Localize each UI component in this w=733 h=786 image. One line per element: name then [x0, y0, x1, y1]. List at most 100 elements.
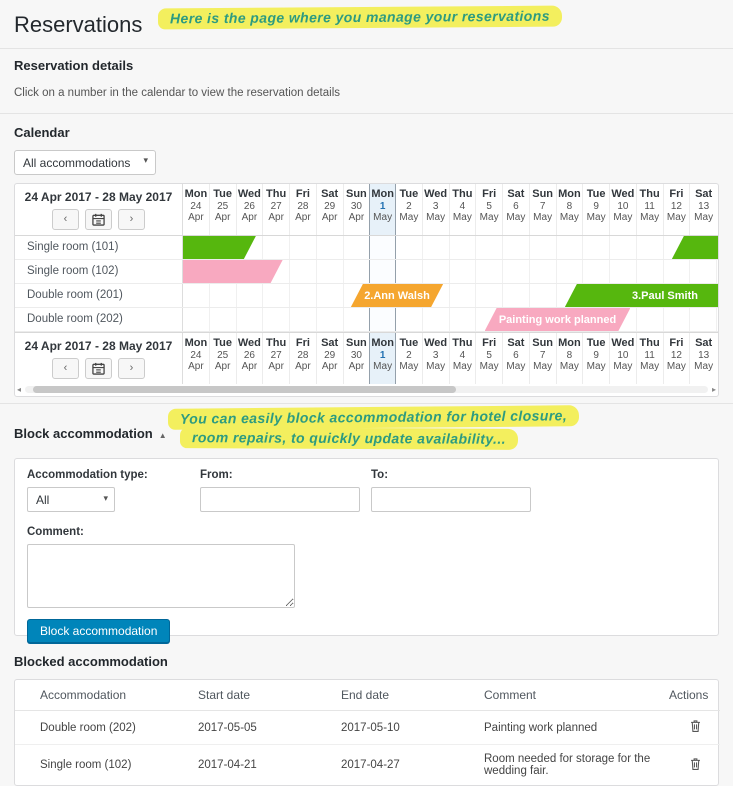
day-dow: Thu [452, 337, 473, 349]
prev-period-button[interactable]: ‹ [52, 209, 79, 230]
table-cell: 2017-05-10 [341, 710, 484, 745]
booking-bar[interactable] [183, 236, 256, 259]
day-header-cell: Tue 2 May [396, 184, 423, 235]
day-mon: May [559, 361, 579, 373]
day-mon: Apr [321, 212, 338, 224]
calendar-picker-button[interactable] [85, 358, 112, 379]
delete-blocked-button[interactable] [689, 757, 702, 771]
day-num: 11 [644, 349, 655, 361]
calendar-nav-bottom: ‹ › [15, 358, 182, 379]
day-dow: Wed [611, 337, 635, 349]
accommodation-filter-wrap: All accommodations [14, 150, 156, 175]
day-header-cell: Sun 30 Apr [344, 333, 371, 384]
day-dow: Sat [695, 337, 713, 349]
comment-textarea[interactable] [27, 544, 295, 608]
day-cell [690, 308, 717, 331]
reservation-bar[interactable]: 3.Paul Smith [564, 284, 718, 307]
day-dow: Sat [321, 337, 339, 349]
day-num: 5 [486, 200, 492, 212]
horizontal-scrollbar[interactable]: ◂ ▸ [17, 385, 716, 394]
calendar-box: 24 Apr 2017 - 28 May 2017 ‹ › Mon 24 Apr Tu… [14, 183, 719, 397]
calendar-header-row: 24 Apr 2017 - 28 May 2017 ‹ › Mon 24 Apr Tu… [15, 184, 718, 236]
day-num: 10 [617, 349, 629, 361]
day-header-cell: Mon 1 May [369, 184, 396, 235]
day-mon: May [613, 212, 633, 224]
day-mon: May [506, 361, 526, 373]
day-dow: Fri [482, 337, 497, 349]
accommodation-filter-select[interactable]: All accommodations [14, 150, 156, 175]
day-header-cell: Sat 13 May [690, 184, 717, 235]
day-cell [423, 260, 450, 283]
table-actions-cell [669, 710, 720, 745]
calendar-range-label-bottom: 24 Apr 2017 - 28 May 2017 [24, 339, 173, 353]
calendar-picker-button[interactable] [85, 209, 112, 230]
day-num: 6 [513, 200, 519, 212]
day-num: 13 [698, 200, 710, 212]
blocked-accommodation-heading: Blocked accommodation [14, 654, 168, 669]
day-cell [557, 236, 584, 259]
page-header: Reservations Here is the page where you … [0, 0, 733, 48]
day-cell [290, 284, 317, 307]
divider [0, 403, 733, 404]
scrollbar-thumb[interactable] [33, 386, 457, 393]
booking-bar[interactable] [183, 260, 283, 283]
day-mon: May [452, 212, 472, 224]
from-date-input[interactable] [200, 487, 360, 512]
calendar-icon [92, 362, 105, 375]
day-dow: Tue [399, 188, 419, 200]
calendar-rooms: Single room (101) Single room (102) Double… [15, 236, 718, 332]
room-label: Single room (102) [15, 260, 183, 283]
day-dow: Sun [345, 337, 367, 349]
day-num: 25 [217, 200, 229, 212]
room-label: Single room (101) [15, 236, 183, 259]
day-mon: May [640, 361, 660, 373]
reservation-bar[interactable]: 2.Ann Walsh [351, 284, 443, 307]
scrollbar-track[interactable] [25, 386, 708, 393]
day-dow: Mon [371, 188, 394, 200]
block-accommodation-button[interactable]: Block accommodation [27, 619, 171, 643]
prev-period-button[interactable]: ‹ [52, 358, 79, 379]
day-cell [503, 236, 530, 259]
next-period-button[interactable]: › [118, 358, 145, 379]
accommodation-type-select[interactable]: All [27, 487, 115, 512]
day-header-cell: Fri 5 May [476, 184, 503, 235]
day-mon: May [666, 212, 686, 224]
scroll-left-icon[interactable]: ◂ [17, 385, 22, 394]
annotation-block-line1: You can easily block accommodation for h… [167, 405, 580, 430]
day-cell [637, 308, 664, 331]
day-num: 10 [617, 200, 629, 212]
delete-blocked-button[interactable] [689, 719, 702, 733]
day-header-cell: Tue 2 May [396, 333, 423, 384]
day-dow: Mon [558, 188, 581, 200]
booking-bar[interactable] [671, 236, 718, 259]
day-dow: Sat [507, 337, 525, 349]
calendar-range-panel-bottom: 24 Apr 2017 - 28 May 2017 ‹ › [15, 333, 183, 384]
scroll-right-icon[interactable]: ▸ [711, 385, 716, 394]
reservation-bar[interactable]: Painting work planned [485, 308, 631, 331]
day-cell [237, 284, 264, 307]
day-header-cell: Sat 13 May [690, 333, 717, 384]
reservation-bar-label: 2.Ann Walsh [364, 289, 430, 302]
day-dow: Sat [695, 188, 713, 200]
accommodation-type-wrap: All [27, 487, 115, 512]
next-period-button[interactable]: › [118, 209, 145, 230]
day-mon: May [666, 361, 686, 373]
day-header-cell: Wed 10 May [610, 333, 637, 384]
calendar-nav: ‹ › [15, 209, 182, 230]
day-cell [637, 236, 664, 259]
day-num: 12 [670, 349, 682, 361]
reservation-bar-label: Painting work planned [498, 313, 617, 326]
day-dow: Tue [399, 337, 419, 349]
to-date-input[interactable] [371, 487, 531, 512]
day-dow: Thu [266, 188, 287, 200]
day-dow: Tue [213, 337, 232, 349]
day-cell [263, 308, 290, 331]
day-cell [263, 236, 290, 259]
day-cell [290, 260, 317, 283]
day-num: 3 [432, 200, 439, 212]
day-num: 28 [297, 200, 309, 212]
annotation-block-line2: room repairs, to quickly update availabi… [179, 427, 518, 450]
day-cell [396, 236, 423, 259]
collapse-caret-icon[interactable]: ▲ [158, 431, 167, 440]
day-cell [530, 284, 557, 307]
